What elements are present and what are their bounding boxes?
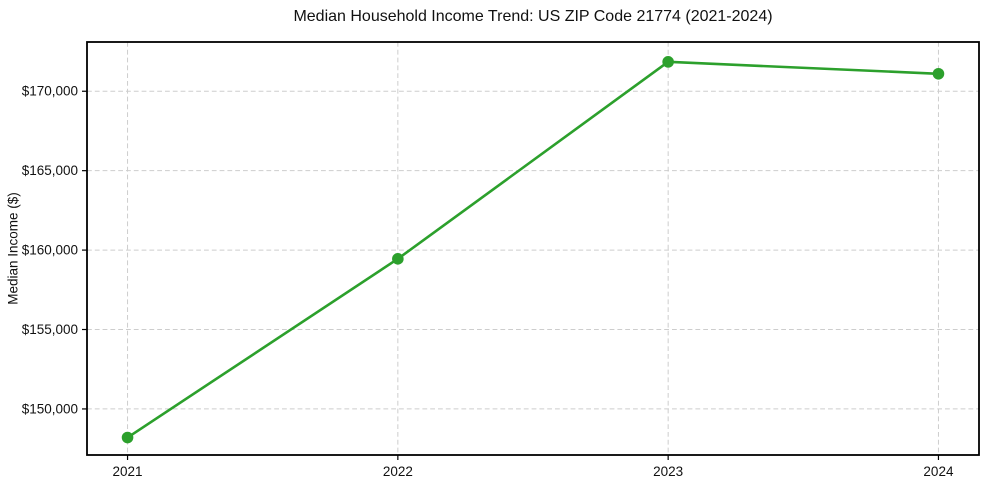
x-tick-label: 2021 (113, 464, 143, 479)
data-series-layer (121, 56, 945, 444)
plot-border (86, 41, 980, 456)
chart-title: Median Household Income Trend: US ZIP Co… (293, 8, 772, 25)
y-tick-label: $160,000 (22, 243, 78, 258)
x-tick-label: 2024 (923, 464, 954, 479)
y-tick-label: $165,000 (22, 163, 78, 178)
x-tick-label: 2023 (653, 464, 683, 479)
data-point (121, 431, 134, 444)
y-tick-label: $155,000 (22, 322, 78, 337)
y-tick-label: $150,000 (22, 401, 78, 416)
data-point (662, 56, 674, 68)
y-axis-label: Median Income ($) (6, 192, 21, 305)
data-point (932, 67, 945, 80)
axis-layer: 2021 2022 2023 2024 $150,000 $155,000 $160,000… (22, 41, 980, 479)
grid-layer (87, 42, 979, 455)
x-tick-label: 2022 (383, 464, 413, 479)
data-point (392, 253, 404, 265)
trend-line (126, 60, 940, 439)
y-tick-label: $170,000 (22, 84, 78, 99)
